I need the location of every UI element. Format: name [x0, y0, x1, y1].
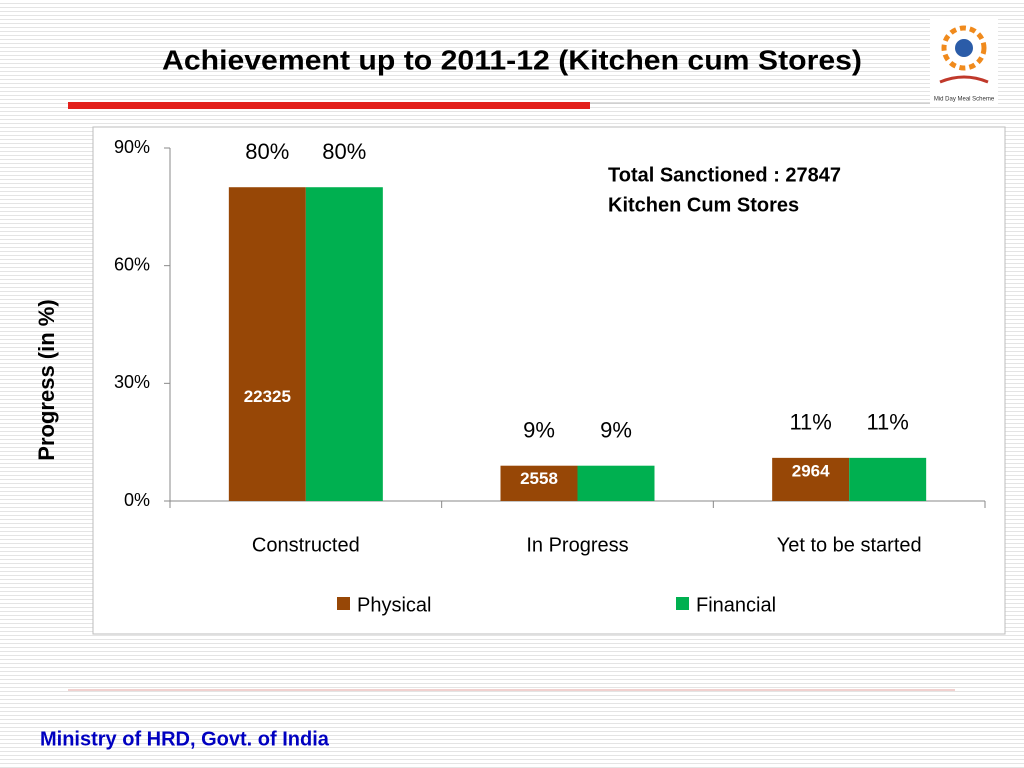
legend-label: Physical: [357, 594, 431, 616]
bar: [849, 457, 927, 501]
x-tick-label: Constructed: [252, 534, 360, 556]
logo-book: [939, 75, 989, 84]
value-label: 80%: [245, 139, 289, 164]
bar: [228, 187, 306, 501]
x-tick-label: Yet to be started: [777, 534, 922, 556]
y-axis-label: Progress (in %): [34, 299, 59, 460]
bar: [500, 465, 578, 501]
value-label: 11%: [789, 410, 831, 435]
logo-center: [955, 39, 973, 57]
legend-swatch: [676, 597, 689, 610]
annotation: Kitchen Cum Stores: [608, 194, 799, 216]
slide-title: Achievement up to 2011-12 (Kitchen cum S…: [162, 44, 862, 75]
logo-bg: [930, 18, 998, 106]
y-tick-label: 90%: [114, 137, 150, 157]
value-label: 11%: [866, 410, 908, 435]
value-label: 80%: [322, 139, 366, 164]
count-label: 2964: [792, 461, 830, 480]
bar: [305, 187, 383, 501]
bar: [772, 457, 850, 501]
footer: Ministry of HRD, Govt. of India: [40, 728, 330, 750]
count-label: 22325: [244, 387, 291, 406]
legend-swatch: [337, 597, 350, 610]
y-tick-label: 0%: [124, 490, 150, 510]
legend-label: Financial: [696, 594, 776, 616]
value-label: 9%: [523, 418, 555, 443]
annotation: Total Sanctioned : 27847: [608, 164, 841, 186]
value-label: 9%: [600, 418, 632, 443]
y-tick-label: 60%: [114, 254, 150, 274]
bar: [577, 465, 655, 501]
title-rule: [68, 102, 590, 109]
logo-ring: [941, 25, 987, 71]
x-tick-label: In Progress: [526, 534, 628, 556]
y-tick-label: 30%: [114, 372, 150, 392]
count-label: 2558: [520, 469, 558, 488]
logo-text: Mid Day Meal Scheme: [934, 97, 995, 103]
logo: Mid Day Meal Scheme: [930, 18, 998, 106]
